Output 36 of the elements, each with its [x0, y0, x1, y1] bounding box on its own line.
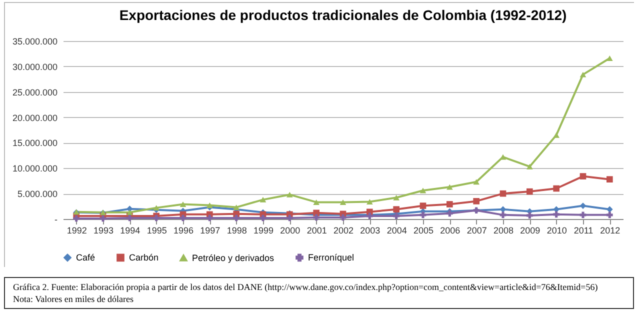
legend-label: Ferroníquel: [308, 252, 354, 263]
x-tick-label: 1996: [173, 226, 194, 236]
x-tick-label: 2011: [574, 226, 594, 236]
x-tick-label: 2002: [333, 226, 354, 236]
chart-title: Exportaciones de productos tradicionales de Colombia (1992-2012): [119, 7, 567, 23]
x-tick-label: 2001: [306, 226, 327, 236]
y-tick-label: 15.000.000: [12, 138, 58, 148]
legend-label: Petróleo y derivados: [192, 252, 275, 263]
text: Gráfica 2. Fuente: Elaboración propia a partir de los datos del DANE (http://www.dane.gov.co/index.php?option=com_content&view=article&id=76&Itemid=56): [13, 281, 599, 293]
y-tick-label: 35.000.000: [12, 36, 58, 46]
text: Nota: Valores en miles de dólares: [13, 293, 135, 305]
x-tick-label: 2006: [440, 226, 460, 236]
y-tick-label: 5.000.000: [17, 189, 58, 200]
y-tick-label: 20.000.000: [12, 112, 58, 123]
x-tick-label: 1993: [93, 226, 114, 236]
x-tick-label: 2012: [600, 226, 620, 236]
x-tick-label: 1999: [253, 226, 274, 236]
y-tick-label: 25.000.000: [12, 87, 58, 98]
x-tick-label: 2003: [360, 226, 380, 236]
legend-label: Café: [76, 252, 96, 263]
x-tick-label: 2010: [546, 226, 567, 236]
legend-label: Carbón: [129, 252, 159, 263]
x-tick-label: 1997: [200, 226, 220, 236]
x-tick-label: 2007: [466, 226, 487, 236]
x-tick-label: 2005: [413, 226, 434, 236]
y-tick-label: -: [54, 214, 58, 224]
x-tick-label: 2004: [386, 226, 407, 236]
x-tick-label: 2008: [493, 226, 514, 236]
x-tick-label: 1995: [146, 226, 167, 236]
x-tick-label: 1998: [226, 226, 247, 236]
x-tick-label: 2009: [520, 226, 540, 236]
x-tick-label: 1994: [120, 226, 140, 236]
x-tick-label: 1992: [66, 226, 87, 236]
y-tick-label: 30.000.000: [12, 62, 58, 72]
y-tick-label: 10.000.000: [12, 164, 58, 174]
x-tick-label: 2000: [280, 226, 300, 236]
